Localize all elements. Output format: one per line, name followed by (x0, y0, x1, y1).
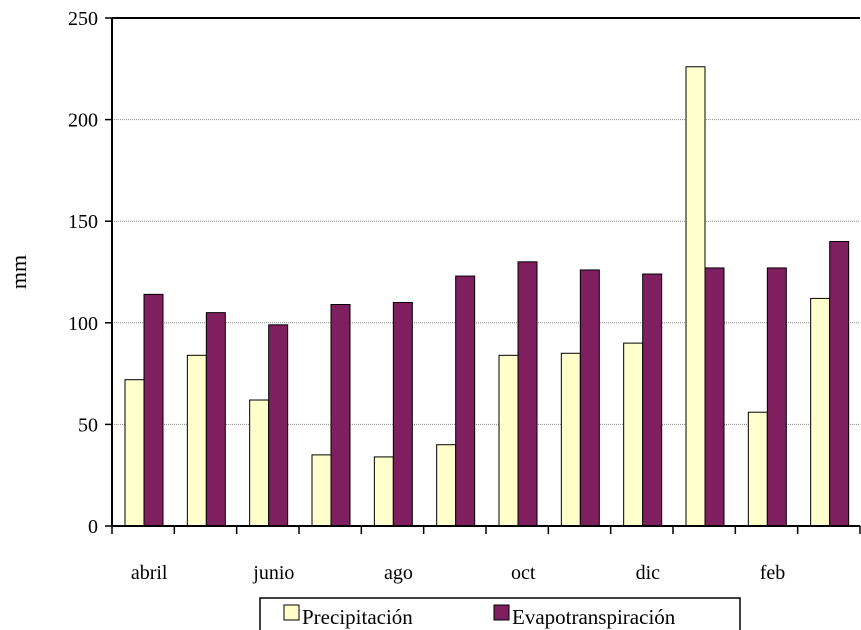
y-tick-label: 200 (68, 110, 98, 132)
x-tick-label: ago (384, 562, 413, 584)
axes (105, 17, 861, 534)
x-tick-label: feb (760, 562, 786, 584)
y-tick-label: 0 (88, 516, 98, 538)
x-tick-label: junio (252, 562, 294, 584)
bar-precipitacion (311, 454, 332, 527)
bar-precipitacion (124, 379, 145, 527)
y-tick-label: 150 (68, 211, 98, 233)
legend-swatch-precipitacion (283, 604, 300, 621)
bar-evapotranspiracion (392, 301, 413, 527)
bar-evapotranspiracion (579, 269, 600, 527)
x-tick-label: abril (131, 562, 168, 584)
y-tick-label: 250 (68, 8, 98, 30)
legend-label-evapotranspiracion: Evapotranspiración (512, 605, 676, 629)
bar-evapotranspiracion (455, 275, 476, 527)
legend: Precipitación Evapotranspiración (259, 597, 741, 630)
bar-evapotranspiracion (517, 261, 538, 527)
legend-label-precipitacion: Precipitación (302, 605, 413, 629)
bar-evapotranspiracion (829, 241, 850, 527)
bar-evapotranspiracion (143, 293, 164, 527)
y-tick-label: 100 (68, 313, 98, 335)
bar-evapotranspiracion (330, 304, 351, 527)
bar-precipitacion (560, 352, 581, 527)
x-tick-label: dic (636, 562, 661, 584)
y-tick-label: 50 (78, 414, 98, 436)
y-axis-title: mm (6, 255, 31, 289)
bar-precipitacion (436, 444, 457, 527)
x-tick-label: oct (511, 562, 536, 584)
bar-precipitacion (249, 399, 270, 527)
bar-evapotranspiracion (642, 273, 663, 527)
bar-evapotranspiracion (704, 267, 725, 527)
bar-precipitacion (186, 354, 207, 527)
bar-precipitacion (685, 66, 706, 527)
x-tick-labels: abril junio ago oct dic feb (131, 562, 785, 584)
bar-precipitacion (623, 342, 644, 527)
bar-precipitacion (498, 354, 519, 527)
bar-evapotranspiracion (205, 312, 226, 527)
bar-precipitacion (373, 456, 394, 527)
bar-evapotranspiracion (268, 324, 289, 527)
bars (124, 66, 850, 527)
bar-evapotranspiracion (766, 267, 787, 527)
bar-precipitacion (810, 297, 831, 527)
y-tick-labels: 0 50 100 150 200 250 (68, 8, 98, 538)
legend-swatch-evapotranspiracion (493, 604, 510, 621)
bar-precipitacion (747, 411, 768, 527)
gridlines (112, 119, 860, 425)
